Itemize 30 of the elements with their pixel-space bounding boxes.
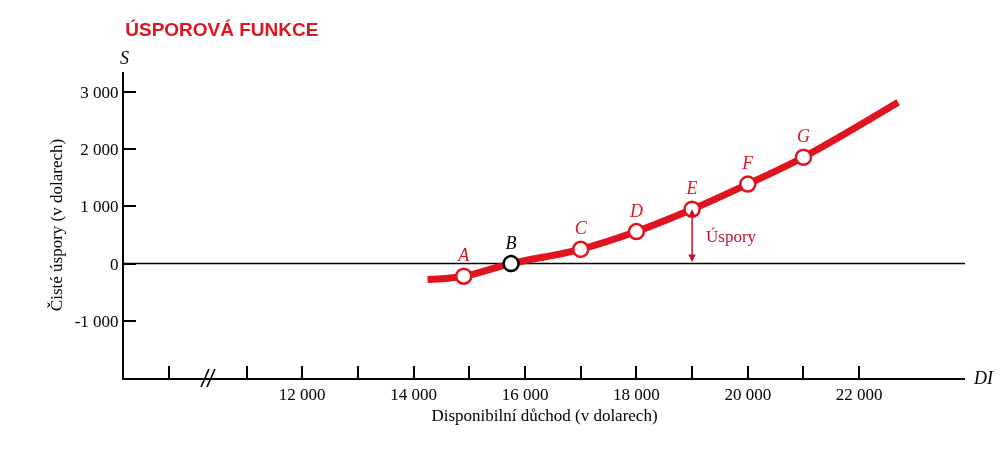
- x-tick-label: 18 000: [613, 385, 660, 405]
- data-label: B: [505, 232, 517, 253]
- point: [794, 148, 813, 166]
- x-tick-label: 12 000: [278, 385, 326, 405]
- x-tick-label: 16 000: [501, 385, 549, 405]
- y-tick-label: 1 000: [80, 197, 119, 217]
- data-label: C: [574, 218, 588, 239]
- x-tick-label: 20 000: [724, 385, 772, 405]
- text: S: [120, 48, 129, 68]
- chart-title: ÚSPOROVÁ FUNKCE: [125, 18, 319, 40]
- y-tick-label: -1 000: [74, 311, 119, 331]
- point: [571, 240, 590, 259]
- point: [502, 254, 520, 273]
- y-axis-title: Čisté úspory (v dolarech): [46, 138, 66, 312]
- x-tick-label: 14 000: [390, 385, 437, 405]
- y-tick-label: 3 000: [80, 82, 119, 102]
- data-label: D: [628, 200, 643, 221]
- text: DI: [973, 368, 994, 388]
- x-tick-label: 22 000: [835, 385, 883, 405]
- x-axis-title: Disponibilní důchod (v dolarech): [431, 406, 658, 426]
- annotation: Úspory: [706, 227, 757, 246]
- point: [455, 267, 473, 285]
- y-tick-label: 2 000: [80, 140, 119, 160]
- point: [739, 175, 757, 193]
- data-label: G: [796, 126, 810, 147]
- data-label: F: [741, 153, 755, 174]
- y-tick-label: 0: [110, 254, 119, 274]
- data-label: A: [457, 245, 471, 266]
- data-label: E: [685, 178, 698, 199]
- point: [627, 222, 646, 241]
